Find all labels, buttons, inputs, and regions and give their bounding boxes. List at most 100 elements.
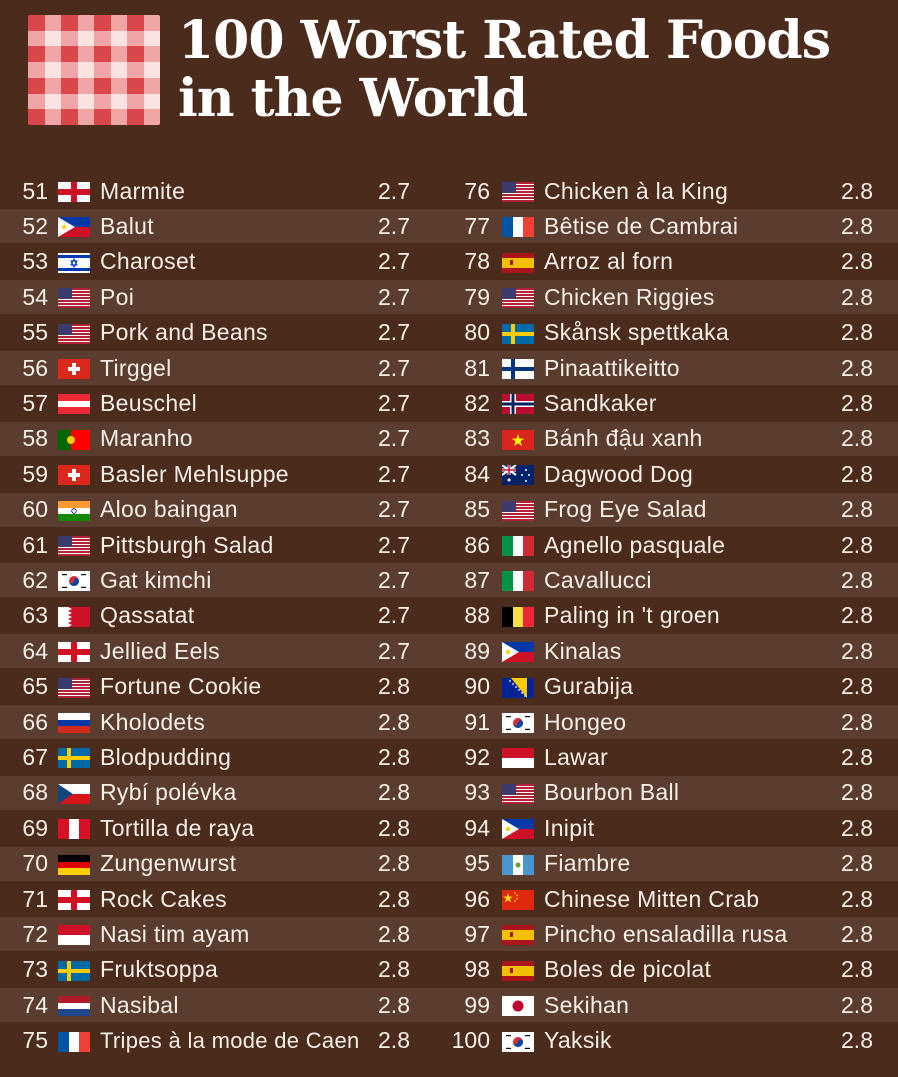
switzerland-flag-icon — [58, 465, 90, 486]
usa-flag-icon — [58, 323, 90, 344]
rating-score: 2.7 — [378, 248, 410, 275]
table-row: 60 Aloo baingan 2.7 85 Frog Eye Salad 2.8 — [0, 492, 898, 527]
rank-number: 65 — [22, 673, 48, 700]
rating-score: 2.7 — [378, 389, 410, 416]
rank-number: 55 — [22, 319, 48, 346]
england-flag-icon — [58, 642, 90, 663]
rank-number: 89 — [464, 637, 490, 664]
rating-score: 2.8 — [841, 566, 873, 593]
rating-score: 2.8 — [841, 991, 873, 1018]
food-name: Dagwood Dog — [544, 460, 694, 487]
rank-number: 60 — [22, 496, 48, 523]
food-name: Sekihan — [544, 991, 630, 1018]
food-name: Fruktsoppa — [100, 956, 219, 983]
rank-number: 81 — [464, 354, 490, 381]
rank-number: 63 — [22, 602, 48, 629]
rank-number: 87 — [464, 566, 490, 593]
netherlands-flag-icon — [58, 996, 90, 1017]
table-row: 64 Jellied Eels 2.7 89 Kinalas 2.8 — [0, 634, 898, 669]
table-row: 63 Qassatat 2.7 88 Paling in 't groen 2.8 — [0, 599, 898, 633]
rank-number: 57 — [22, 389, 48, 416]
food-name: Lawar — [544, 743, 609, 770]
rank-number: 51 — [22, 177, 48, 204]
usa-flag-icon — [58, 288, 90, 309]
food-name: Zungenwurst — [100, 850, 237, 877]
table-row: 61 Pittsburgh Salad 2.7 86 Agnello pasquale 2… — [0, 528, 898, 562]
food-name: Yaksik — [544, 1027, 612, 1054]
rank-number: 96 — [464, 885, 490, 912]
rank-number: 52 — [22, 212, 48, 239]
rating-score: 2.7 — [378, 177, 410, 204]
south-korea-flag-icon — [502, 713, 534, 733]
food-name: Paling in 't groen — [544, 602, 721, 629]
rating-score: 2.7 — [378, 354, 410, 381]
china-flag-icon — [502, 890, 534, 910]
rating-score: 2.8 — [378, 779, 410, 806]
rating-score: 2.8 — [841, 177, 873, 204]
rating-score: 2.8 — [378, 814, 410, 841]
rating-score: 2.8 — [378, 673, 410, 700]
food-name: Frog Eye Salad — [544, 496, 707, 523]
rating-score: 2.7 — [378, 460, 410, 487]
food-name: Hongeo — [544, 708, 627, 735]
rank-number: 80 — [464, 319, 490, 346]
rank-number: 88 — [464, 602, 490, 629]
table-row: 71 Rock Cakes 2.8 96 Chinese Mitten Crab 2.8 — [0, 882, 898, 916]
rank-number: 69 — [22, 814, 48, 841]
rating-score: 2.8 — [378, 920, 410, 947]
table-row: 65 Fortune Cookie 2.8 90 Gurabija 2.8 — [0, 670, 898, 704]
food-name: Fortune Cookie — [100, 673, 262, 700]
food-name: Fiambre — [544, 850, 631, 877]
food-name: Rybí polévka — [100, 779, 237, 806]
rating-score: 2.8 — [841, 531, 873, 558]
rating-score: 2.8 — [378, 991, 410, 1018]
rating-score: 2.7 — [378, 212, 410, 239]
food-name: Jellied Eels — [100, 637, 220, 664]
food-name: Pinaattikeitto — [544, 354, 680, 381]
england-flag-icon — [58, 182, 90, 202]
food-name: Pittsburgh Salad — [100, 531, 274, 558]
checkered-tablecloth-logo — [28, 15, 160, 125]
rank-number: 79 — [464, 283, 490, 310]
rating-score: 2.8 — [841, 425, 873, 452]
food-name: Marmite — [100, 177, 186, 204]
rank-number: 83 — [464, 425, 490, 452]
rating-score: 2.8 — [841, 920, 873, 947]
rank-number: 73 — [22, 956, 48, 983]
table-row: 75 Tripes à la mode de Caen 2.8 100 Yaksik 2.… — [0, 1024, 898, 1058]
food-name: Maranho — [100, 425, 193, 452]
philippines-flag-icon — [502, 642, 534, 663]
rating-score: 2.8 — [378, 1027, 410, 1054]
rank-number: 74 — [22, 991, 48, 1018]
table-row: 58 Maranho 2.7 83 Bánh đậu xanh 2.8 — [0, 421, 898, 456]
food-name: Arroz al forn — [544, 248, 674, 275]
rank-number: 72 — [22, 920, 48, 947]
rating-score: 2.8 — [841, 850, 873, 877]
food-name: Aloo baingan — [100, 496, 238, 523]
rating-score: 2.8 — [841, 779, 873, 806]
rating-score: 2.8 — [841, 814, 873, 841]
rank-number: 95 — [464, 850, 490, 877]
rating-score: 2.8 — [378, 885, 410, 912]
food-name: Bêtise de Cambrai — [544, 212, 739, 239]
bosnia-flag-icon — [502, 677, 534, 698]
food-name: Tripes à la mode de Caen — [100, 1027, 360, 1053]
south-korea-flag-icon — [502, 1031, 534, 1052]
rank-number: 62 — [22, 566, 48, 593]
rating-score: 2.8 — [841, 212, 873, 239]
food-name: Poi — [100, 283, 135, 310]
usa-flag-icon — [502, 182, 534, 202]
indonesia-flag-icon — [58, 925, 90, 946]
table-row: 67 Blodpudding 2.8 92 Lawar 2.8 — [0, 740, 898, 774]
rank-number: 58 — [22, 425, 48, 452]
food-name: Nasibal — [100, 991, 179, 1018]
rating-score: 2.8 — [841, 496, 873, 523]
rank-number: 97 — [464, 920, 490, 947]
table-row: 72 Nasi tim ayam 2.8 97 Pincho ensaladilla r… — [0, 917, 898, 952]
rank-number: 99 — [464, 991, 490, 1018]
czechia-flag-icon — [58, 783, 90, 804]
food-name: Kholodets — [100, 708, 205, 735]
sweden-flag-icon — [502, 323, 534, 344]
rank-number: 82 — [464, 389, 490, 416]
